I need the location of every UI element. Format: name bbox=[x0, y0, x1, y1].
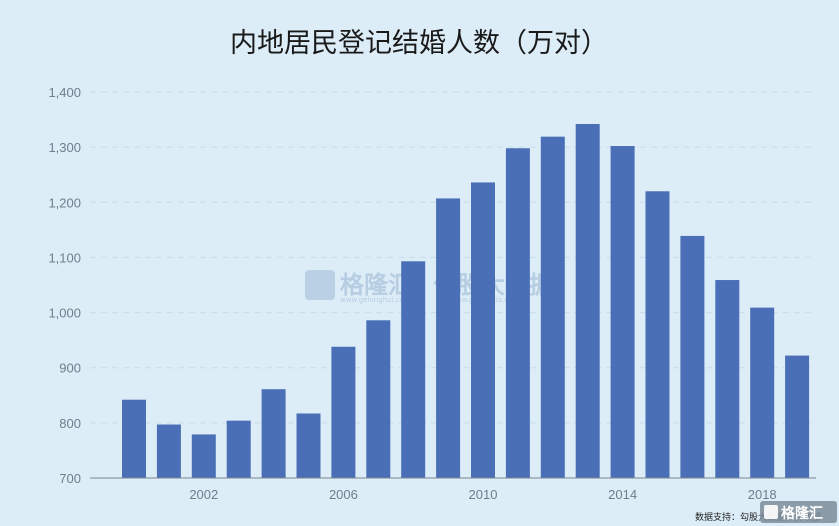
bar-2004 bbox=[261, 389, 286, 478]
bar-2010 bbox=[471, 182, 495, 479]
bar-2018 bbox=[750, 307, 775, 478]
watermark-logo-url: www.gelonghui.com bbox=[340, 296, 411, 304]
footer-logo-background bbox=[760, 501, 837, 523]
bar-2002 bbox=[191, 434, 216, 478]
y-tick-label: 1,000 bbox=[48, 306, 81, 321]
footer-logo: 格隆汇 bbox=[760, 501, 837, 523]
x-tick-label: 2010 bbox=[469, 487, 498, 502]
y-tick-label: 900 bbox=[59, 361, 81, 376]
y-tick-label: 1,400 bbox=[48, 85, 81, 100]
bar-2007 bbox=[366, 320, 391, 478]
bar-2011 bbox=[505, 148, 530, 478]
bar-2009 bbox=[436, 198, 461, 478]
x-tick-label: 2006 bbox=[329, 487, 358, 502]
bar-2012 bbox=[540, 136, 565, 478]
bar-2003 bbox=[226, 420, 251, 478]
y-tick-label: 1,200 bbox=[48, 195, 81, 210]
chart-title: 内地居民登记结婚人数（万对） bbox=[230, 28, 608, 59]
bar-2019 bbox=[785, 355, 810, 478]
x-tick-label: 2014 bbox=[608, 487, 637, 502]
y-tick-label: 800 bbox=[59, 416, 81, 431]
bar-2005 bbox=[296, 413, 321, 478]
x-tick-label: 2002 bbox=[189, 487, 218, 502]
bar-2015 bbox=[645, 191, 670, 478]
watermark-logo-icon bbox=[305, 270, 335, 300]
bar-2000 bbox=[122, 399, 146, 478]
footer-logo-icon bbox=[764, 505, 778, 519]
bars bbox=[122, 123, 810, 479]
y-axis-tick-labels: 700 800 900 1,000 1,100 1,200 1,300 1,400 bbox=[48, 85, 81, 486]
bar-2014 bbox=[610, 146, 635, 479]
bar-2008 bbox=[401, 261, 426, 478]
bar-2001 bbox=[156, 424, 181, 478]
footer-logo-text: 格隆汇 bbox=[781, 505, 823, 522]
bar-2013 bbox=[575, 123, 600, 479]
y-tick-label: 1,300 bbox=[48, 140, 81, 155]
x-tick-label: 2018 bbox=[748, 487, 777, 502]
watermark-logo-text: 格隆汇 bbox=[340, 271, 412, 299]
y-tick-label: 1,100 bbox=[48, 250, 81, 265]
bar-2016 bbox=[680, 235, 705, 478]
bar-2017 bbox=[715, 280, 740, 478]
y-tick-label: 700 bbox=[59, 471, 81, 486]
bar-2006 bbox=[331, 346, 356, 478]
x-axis-tick-labels: 2002 2006 2010 2014 2018 bbox=[189, 487, 776, 502]
